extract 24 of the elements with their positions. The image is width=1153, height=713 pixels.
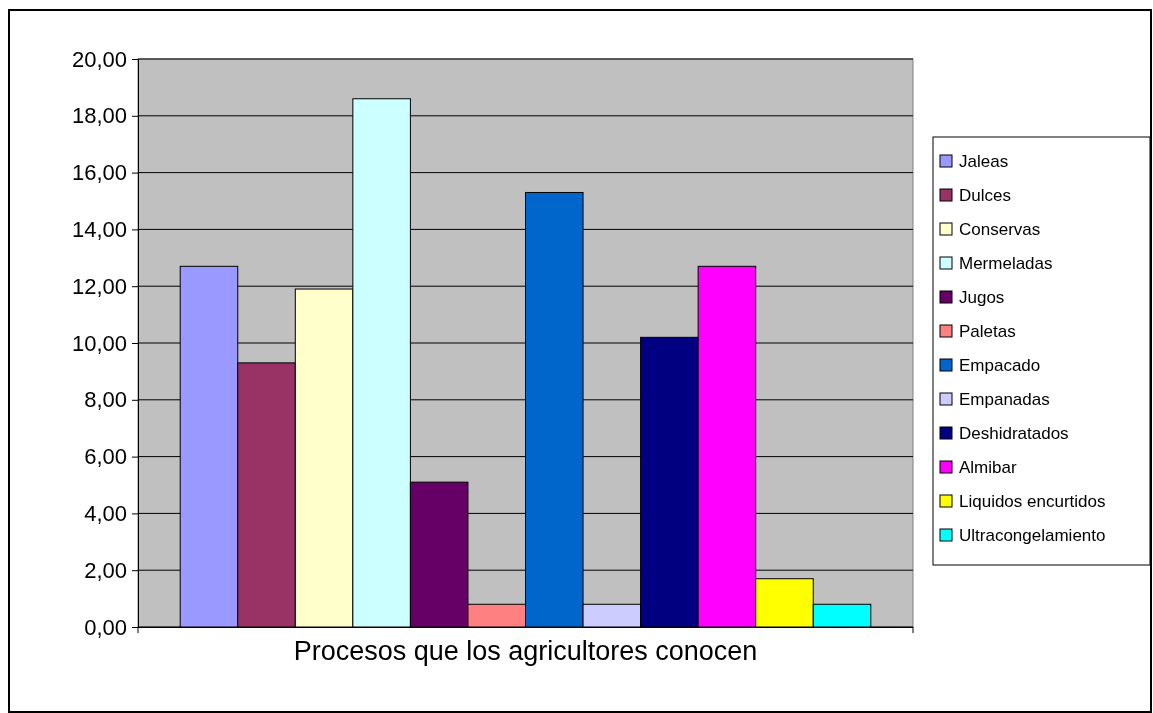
legend-label: Empanadas <box>959 390 1050 409</box>
legend-label: Conservas <box>959 220 1041 239</box>
y-tick-label: 0,00 <box>84 614 127 640</box>
legend-label: Liquidos encurtidos <box>959 492 1106 511</box>
legend-label: Paletas <box>959 322 1016 341</box>
legend-label: Dulces <box>959 186 1011 205</box>
y-tick-label: 10,00 <box>71 330 127 356</box>
y-tick-label: 14,00 <box>71 216 127 242</box>
legend-label: Jaleas <box>959 152 1009 171</box>
y-tick-label: 6,00 <box>84 444 127 470</box>
y-tick-label: 2,00 <box>84 557 127 583</box>
y-tick-label: 18,00 <box>71 103 127 129</box>
x-tick-label: Procesos que los agricultores conocen <box>293 636 758 666</box>
legend-label: Mermeladas <box>959 254 1053 273</box>
legend-label: Deshidratados <box>959 424 1069 443</box>
y-tick-label: 12,00 <box>71 273 127 299</box>
y-tick-label: 20,00 <box>71 46 127 72</box>
legend-label: Empacado <box>959 356 1041 375</box>
legend-label: Jugos <box>959 288 1005 307</box>
y-tick-label: 4,00 <box>84 500 127 526</box>
legend-label: Almibar <box>959 458 1017 477</box>
y-tick-label: 16,00 <box>71 160 127 186</box>
legend-label: Ultracongelamiento <box>959 526 1106 545</box>
y-tick-label: 8,00 <box>84 387 127 413</box>
